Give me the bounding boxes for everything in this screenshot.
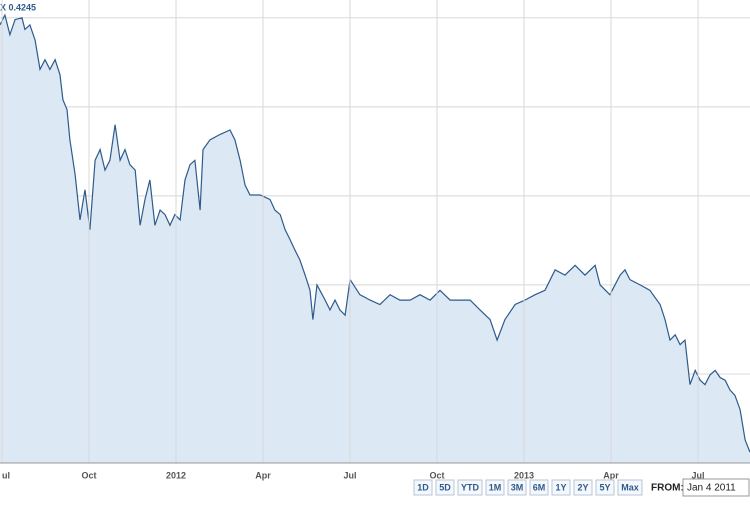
- range-button[interactable]: [507, 479, 527, 496]
- x-tick-label: 2013: [514, 470, 534, 480]
- range-button[interactable]: [595, 479, 615, 496]
- range-button[interactable]: [573, 479, 593, 496]
- range-button[interactable]: [617, 479, 643, 496]
- x-tick-label: Oct: [81, 470, 96, 480]
- price-line: [0, 13, 750, 453]
- x-tick-label: ul: [2, 470, 10, 480]
- range-button-label[interactable]: Max: [621, 482, 639, 492]
- range-button[interactable]: [485, 479, 505, 496]
- x-tick-label: 2012: [166, 470, 186, 480]
- range-button-label[interactable]: 6M: [533, 482, 546, 492]
- range-button-label[interactable]: 3M: [511, 482, 524, 492]
- header-label: X 0.4245: [0, 2, 36, 12]
- range-button-label[interactable]: 5Y: [599, 482, 610, 492]
- from-input[interactable]: [682, 478, 750, 497]
- range-button[interactable]: [413, 479, 433, 496]
- x-tick-label: Apr: [603, 470, 619, 480]
- x-tick-label: Jul: [692, 470, 705, 480]
- range-button-label[interactable]: 2Y: [577, 482, 588, 492]
- range-button[interactable]: [551, 479, 571, 496]
- range-button-label[interactable]: 5D: [439, 482, 451, 492]
- range-button[interactable]: [457, 479, 483, 496]
- range-button[interactable]: [435, 479, 455, 496]
- x-tick-label: Jul: [344, 470, 357, 480]
- range-button-label[interactable]: YTD: [461, 482, 480, 492]
- from-input-value[interactable]: Jan 4 2011: [687, 483, 736, 494]
- range-button[interactable]: [529, 479, 549, 496]
- x-tick-label: Apr: [255, 470, 271, 480]
- range-button-label[interactable]: 1D: [417, 482, 429, 492]
- from-label: FROM:: [651, 483, 684, 494]
- x-tick-label: Oct: [430, 470, 445, 480]
- range-button-label[interactable]: 1M: [489, 482, 502, 492]
- area-fill: [0, 15, 750, 463]
- range-button-label[interactable]: 1Y: [555, 482, 566, 492]
